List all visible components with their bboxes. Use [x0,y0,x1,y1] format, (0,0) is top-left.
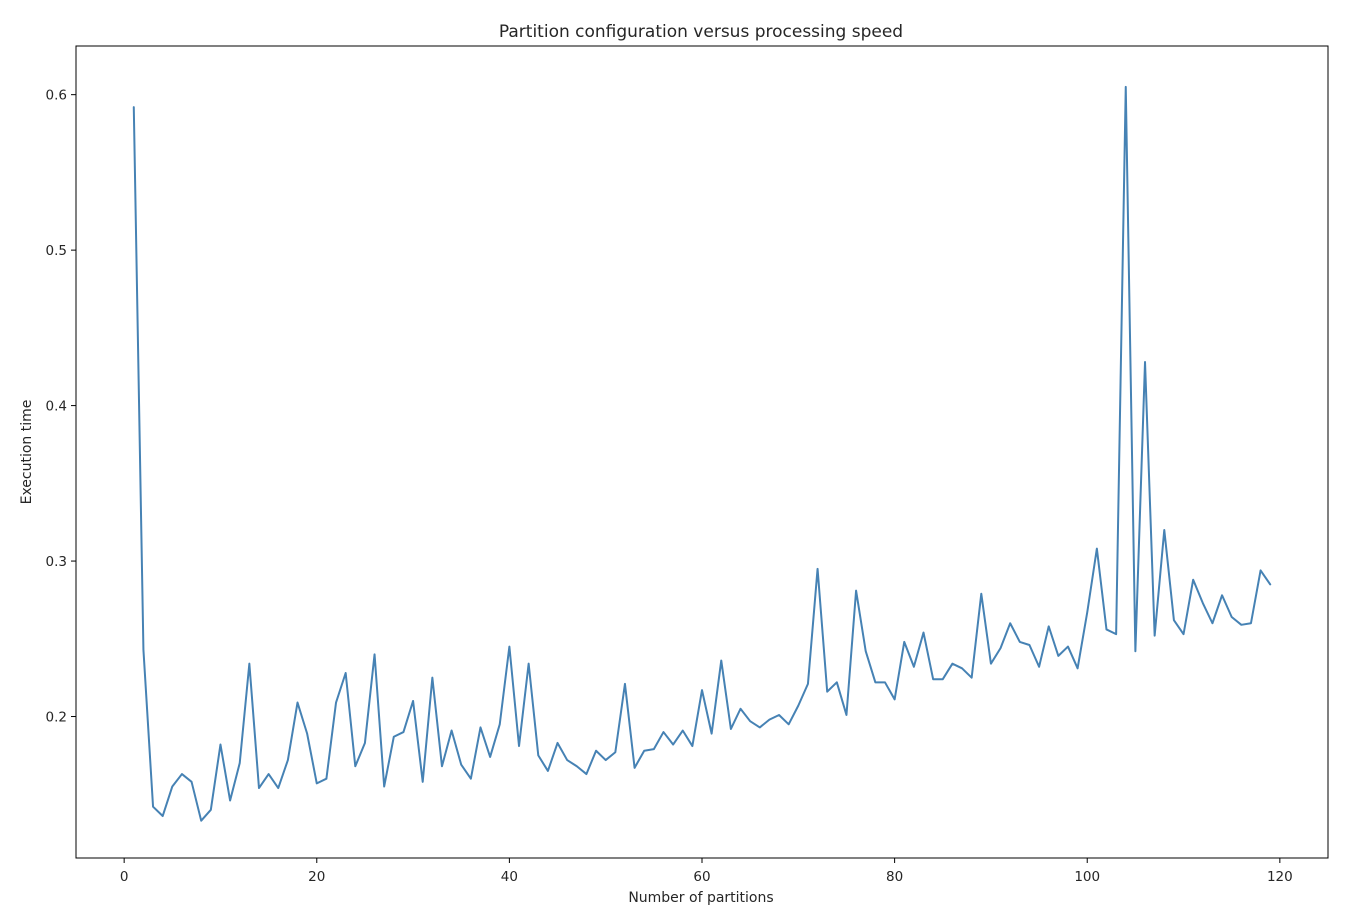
y-tick-label: 0.3 [46,554,67,570]
y-tick-label: 0.6 [46,88,67,104]
x-axis-ticks: 0 20 40 60 80 100 120 [120,858,1293,885]
y-axis-label: Execution time [19,400,35,505]
chart-title: Partition configuration versus processin… [499,22,903,42]
plot-area [132,85,1272,822]
y-axis-ticks: 0.2 0.3 0.4 0.5 0.6 [46,88,76,726]
x-tick-label: 100 [1074,869,1100,885]
x-axis-label: Number of partitions [628,890,773,906]
x-tick-label: 0 [120,869,129,885]
y-tick-label: 0.4 [46,399,67,415]
x-tick-label: 40 [501,869,518,885]
x-tick-label: 60 [693,869,710,885]
series-line [132,85,1272,822]
x-tick-label: 120 [1267,869,1293,885]
y-tick-label: 0.2 [46,710,67,726]
axes-frame [75,45,1329,859]
x-tick-label: 80 [886,869,903,885]
y-tick-label: 0.5 [46,243,67,259]
x-tick-label: 20 [308,869,325,885]
